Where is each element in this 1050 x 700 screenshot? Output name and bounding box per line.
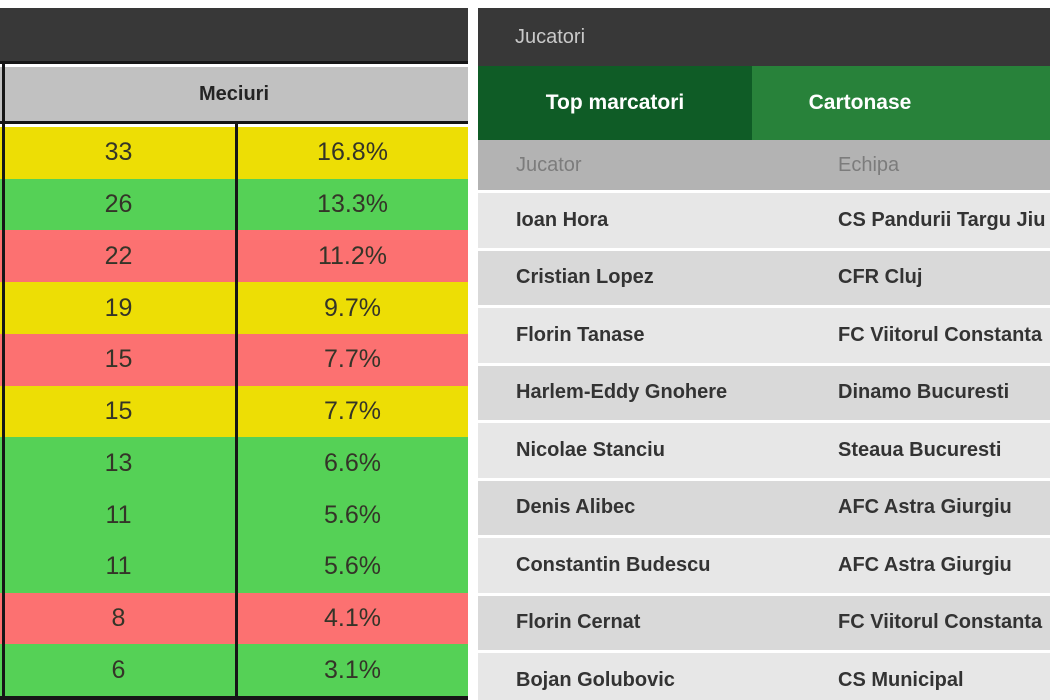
player-row[interactable]: Bojan Golubovic CS Municipal: [478, 653, 1050, 700]
match-percent-cell: 7.7%: [324, 345, 381, 374]
matches-panel: Meciuri 33 16.8% 26 13.3% 22 11.2% 19 9.7% 15 7.7…: [0, 0, 468, 700]
players-rows: Ioan Hora CS Pandurii Targu Jiu Cristian L…: [478, 190, 1050, 700]
players-panel-titlebar: Jucatori: [478, 8, 1050, 66]
match-count-cell: 19: [104, 293, 133, 322]
player-row[interactable]: Constantin Budescu AFC Astra Giurgiu: [478, 538, 1050, 593]
matches-table-row: 15 7.7%: [0, 385, 468, 438]
player-team-cell: CS Municipal: [838, 668, 964, 691]
player-name-cell: Florin Tanase: [516, 323, 645, 346]
tabbar-filler: [968, 66, 1050, 140]
match-count-cell: 33: [104, 138, 133, 167]
column-header-player: Jucator: [516, 153, 582, 176]
player-team-cell: AFC Astra Giurgiu: [838, 496, 1012, 519]
player-row[interactable]: Ioan Hora CS Pandurii Targu Jiu: [478, 193, 1050, 248]
player-team-cell: Steaua Bucuresti: [838, 438, 1002, 461]
matches-table-row: 22 11.2%: [0, 230, 468, 283]
match-percent-cell: 11.2%: [317, 241, 388, 270]
match-percent-cell: 16.8%: [317, 138, 388, 167]
match-count-cell: 13: [104, 448, 133, 477]
player-team-cell: CFR Cluj: [838, 266, 923, 289]
match-percent-cell: 5.6%: [324, 500, 381, 529]
match-count-cell: 11: [105, 500, 132, 529]
match-percent-cell: 9.7%: [324, 293, 381, 322]
player-row[interactable]: Florin Cernat FC Viitorul Constanta: [478, 595, 1050, 650]
player-name-cell: Florin Cernat: [516, 611, 641, 634]
match-count-cell: 22: [104, 241, 133, 270]
matches-rows: 33 16.8% 26 13.3% 22 11.2% 19 9.7% 15 7.7% 15 7.7% 1…: [0, 127, 468, 697]
matches-table-left-divider: [2, 64, 5, 696]
match-percent-cell: 5.6%: [324, 552, 381, 581]
tab-top-marcatori-label: Top marcatori: [545, 91, 685, 114]
matches-table-row: 19 9.7%: [0, 282, 468, 334]
player-name-cell: Ioan Hora: [516, 208, 609, 231]
player-team-cell: AFC Astra Giurgiu: [838, 553, 1012, 576]
match-percent-cell: 3.1%: [324, 655, 381, 684]
match-count-cell: 8: [111, 603, 126, 632]
player-row[interactable]: Florin Tanase FC Viitorul Constanta: [478, 308, 1050, 363]
player-name-cell: Constantin Budescu: [516, 553, 711, 576]
tab-cartonase[interactable]: Cartonase: [752, 66, 968, 140]
player-row[interactable]: Harlem-Eddy Gnohere Dinamo Bucuresti: [478, 365, 1050, 420]
player-name-cell: Cristian Lopez: [516, 266, 654, 289]
matches-table-row: 11 5.6%: [0, 489, 468, 541]
player-name-cell: Denis Alibec: [516, 496, 636, 519]
players-panel: Jucatori Top marcatori Cartonase Jucator…: [478, 0, 1050, 700]
match-count-cell: 11: [105, 552, 132, 581]
matches-table-column-divider: [235, 124, 238, 696]
matches-panel-titlebar: [0, 8, 468, 64]
player-row[interactable]: Cristian Lopez CFR Cluj: [478, 250, 1050, 305]
players-column-header: Jucator Echipa: [478, 140, 1050, 190]
player-row[interactable]: Denis Alibec AFC Astra Giurgiu: [478, 480, 1050, 535]
matches-table-row: 11 5.6%: [0, 540, 468, 593]
match-count-cell: 26: [104, 190, 133, 219]
matches-table-bottom-border: [0, 696, 468, 700]
tab-cartonase-label: Cartonase: [808, 91, 912, 114]
column-header-team: Echipa: [838, 153, 900, 176]
player-team-cell: Dinamo Bucuresti: [838, 381, 1010, 404]
matches-table-row: 13 6.6%: [0, 437, 468, 490]
players-tabbar: Top marcatori Cartonase: [478, 66, 1050, 140]
matches-table-row: 15 7.7%: [0, 333, 468, 386]
match-percent-cell: 6.6%: [324, 448, 381, 477]
player-team-cell: FC Viitorul Constanta: [838, 611, 1043, 634]
player-name-cell: Bojan Golubovic: [516, 668, 675, 691]
match-percent-cell: 7.7%: [324, 397, 381, 426]
matches-table-row: 26 13.3%: [0, 178, 468, 231]
match-count-cell: 15: [104, 345, 133, 374]
player-team-cell: CS Pandurii Targu Jiu: [838, 208, 1046, 231]
matches-table-row: 8 4.1%: [0, 592, 468, 645]
player-name-cell: Nicolae Stanciu: [516, 438, 665, 461]
tab-top-marcatori[interactable]: Top marcatori: [478, 66, 752, 140]
player-name-cell: Harlem-Eddy Gnohere: [516, 381, 728, 404]
match-count-cell: 15: [104, 397, 133, 426]
matches-table-row: 33 16.8%: [0, 127, 468, 179]
player-row[interactable]: Nicolae Stanciu Steaua Bucuresti: [478, 423, 1050, 478]
match-count-cell: 6: [111, 655, 126, 684]
matches-table-row: 6 3.1%: [0, 644, 468, 697]
players-panel-title: Jucatori: [515, 25, 586, 48]
player-team-cell: FC Viitorul Constanta: [838, 323, 1043, 346]
match-percent-cell: 4.1%: [324, 603, 381, 632]
match-percent-cell: 13.3%: [317, 190, 388, 219]
matches-table-header: Meciuri: [0, 67, 468, 124]
